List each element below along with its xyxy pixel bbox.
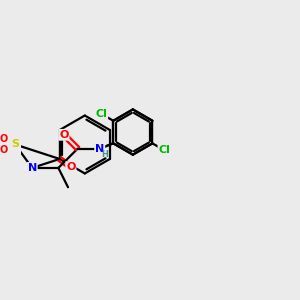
Text: Cl: Cl: [158, 145, 170, 155]
Text: O: O: [59, 130, 69, 140]
Text: Cl: Cl: [95, 109, 107, 119]
Text: O: O: [0, 145, 7, 155]
Text: O: O: [0, 134, 7, 144]
Text: N: N: [28, 163, 37, 173]
Text: N: N: [95, 144, 104, 154]
Text: S: S: [11, 140, 19, 149]
Text: H: H: [101, 150, 108, 159]
Text: O: O: [66, 162, 76, 172]
